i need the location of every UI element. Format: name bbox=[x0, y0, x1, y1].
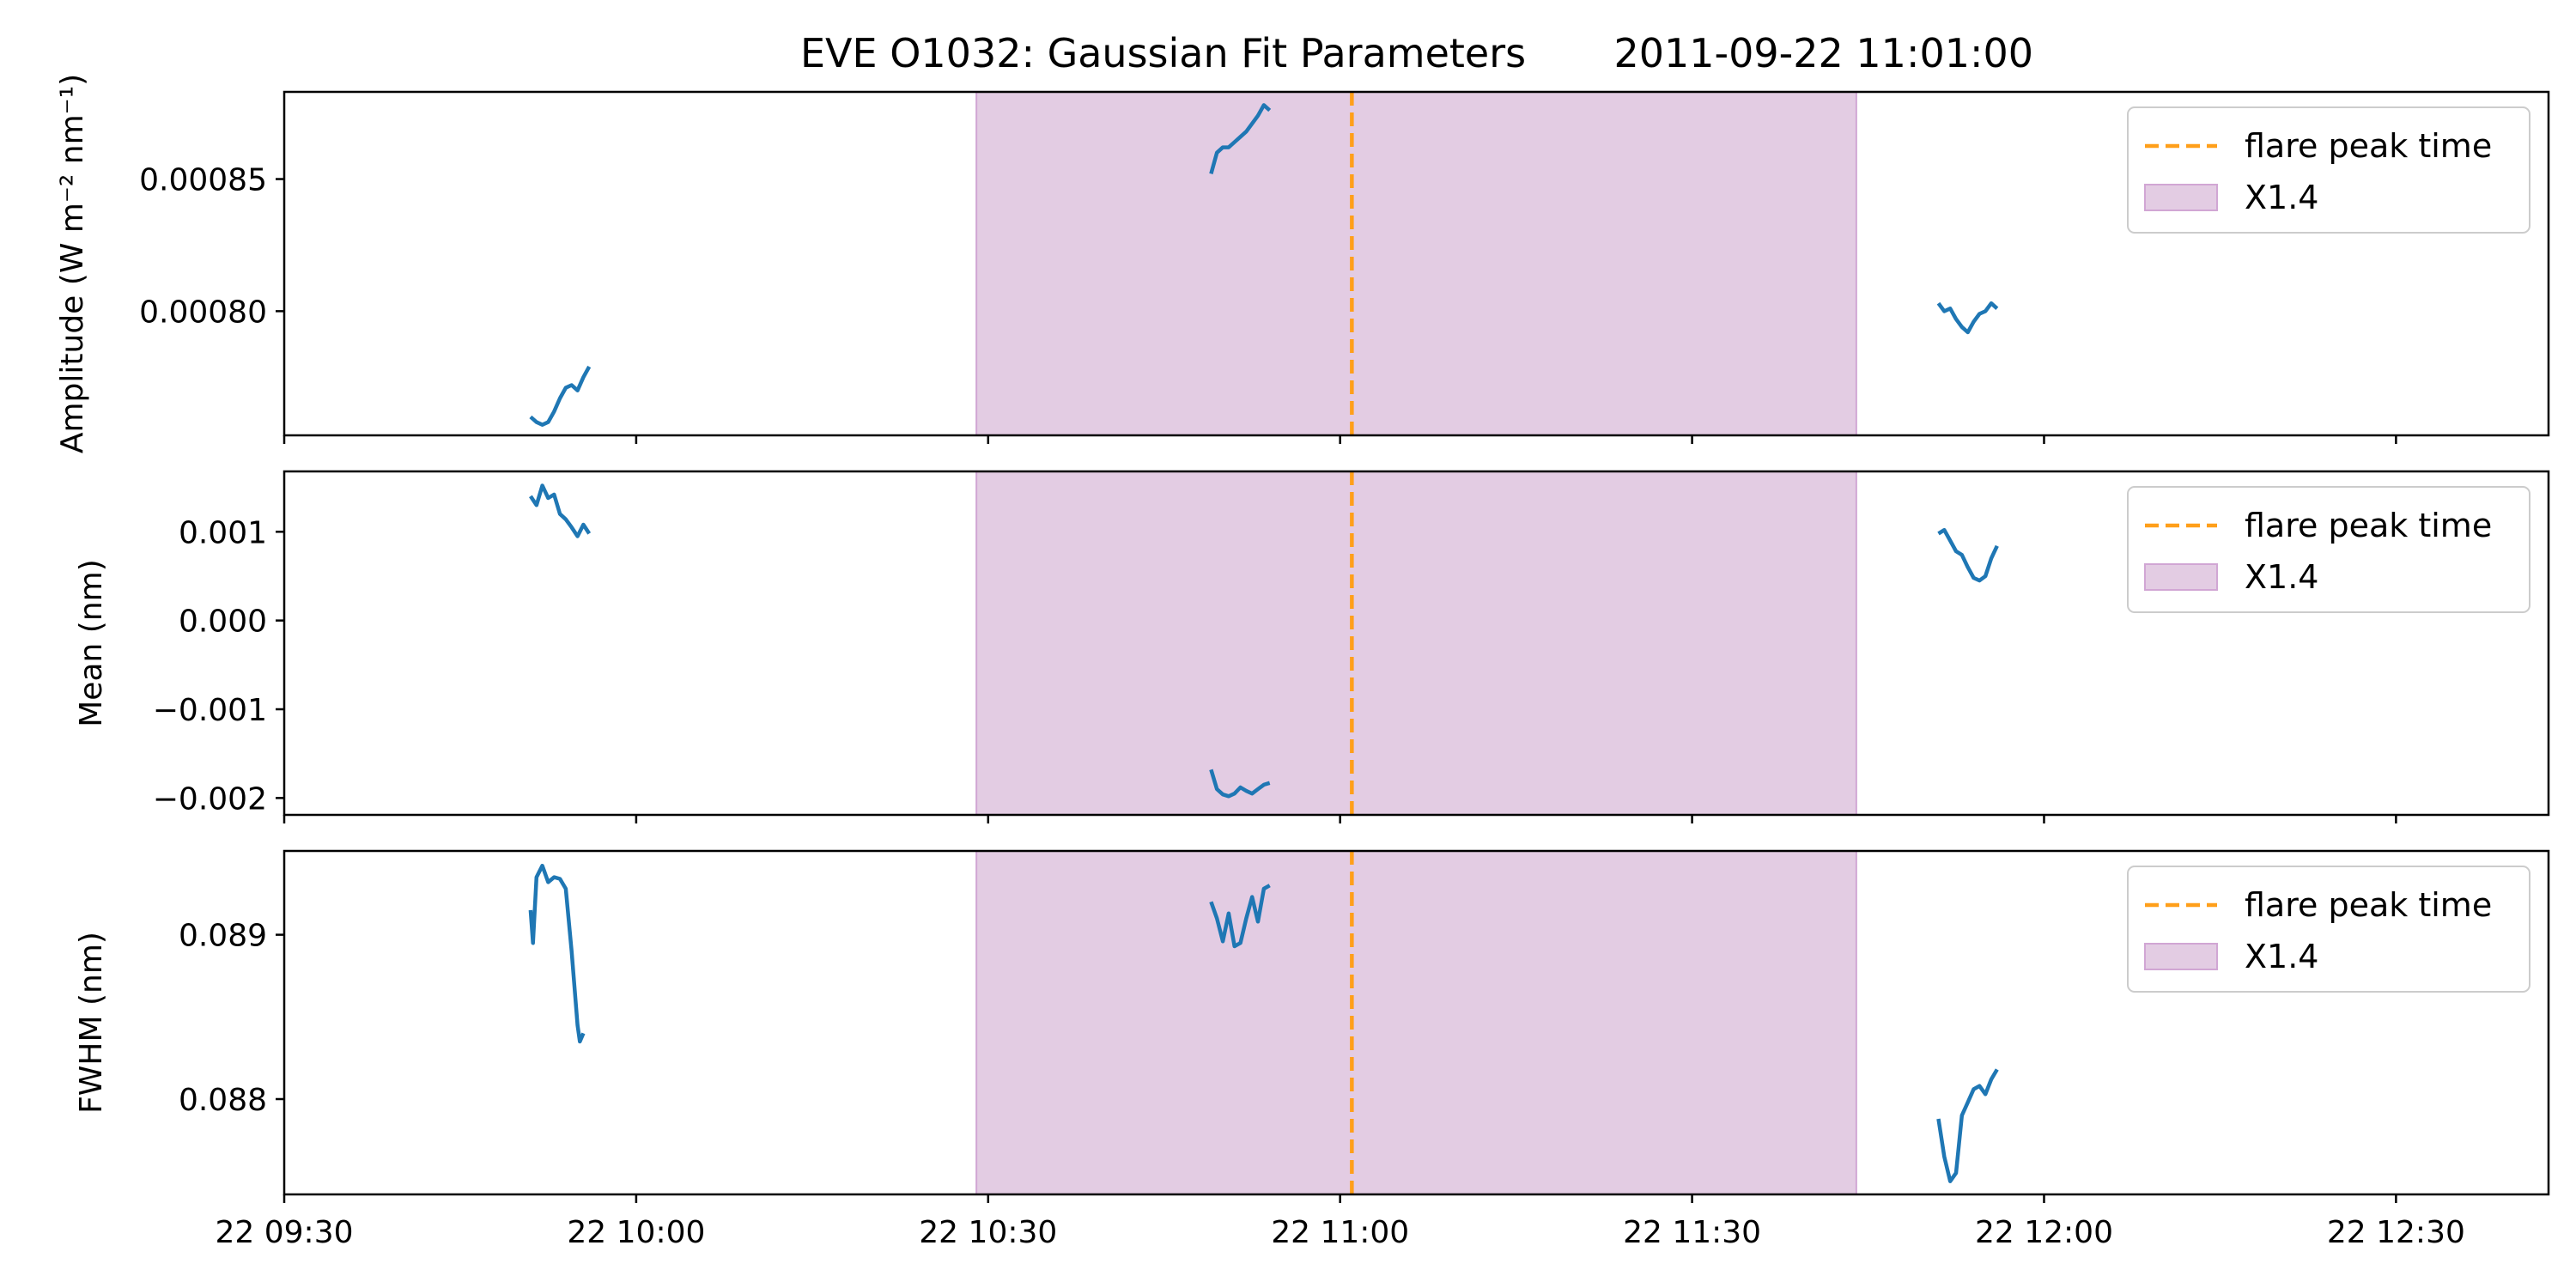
y-tick-label: 0.001 bbox=[179, 515, 267, 550]
legend-flare-label: flare peak time bbox=[2245, 507, 2492, 544]
axes-frame bbox=[283, 90, 2550, 437]
x-tick-label: 22 11:00 bbox=[1271, 1215, 1409, 1250]
y-tick-label: 0.00080 bbox=[139, 295, 267, 330]
fwhm-panel: 0.088 0.089 FWHM (nm) 22 09:30 22 10:00 22 10… bbox=[74, 849, 2550, 1250]
flare-band bbox=[975, 471, 1857, 816]
y-tick-label: −0.002 bbox=[153, 781, 267, 817]
series-line-0 bbox=[529, 365, 592, 427]
series-line-0 bbox=[528, 863, 586, 1044]
flare-band bbox=[975, 850, 1857, 1195]
mean-panel: −0.002 −0.001 0.000 0.001 Mean (nm) flare pea… bbox=[74, 470, 2550, 823]
legend-band-swatch bbox=[2144, 184, 2218, 211]
axes-frame bbox=[283, 849, 2550, 1196]
y-axis-label: Amplitude (W m⁻² nm⁻¹) bbox=[55, 74, 90, 453]
series-line-2 bbox=[1936, 1068, 1999, 1183]
legend: flare peak time X1.4 bbox=[2127, 866, 2530, 993]
x-tick-label: 22 12:00 bbox=[1975, 1215, 2113, 1250]
legend-frame bbox=[2127, 866, 2530, 993]
x-tick-label: 22 10:30 bbox=[919, 1215, 1057, 1250]
flare-band bbox=[975, 91, 1857, 436]
axes-frame bbox=[283, 470, 2550, 817]
x-tick-label: 22 09:30 bbox=[216, 1215, 354, 1250]
series-line-1 bbox=[1209, 769, 1271, 799]
y-tick-label: −0.001 bbox=[153, 693, 267, 728]
y-tick-label: 0.089 bbox=[179, 919, 267, 954]
series-line-1 bbox=[1209, 884, 1271, 949]
series-line-0 bbox=[529, 483, 592, 538]
y-tick-label: 0.00085 bbox=[139, 163, 267, 198]
x-tick-label: 22 10:00 bbox=[567, 1215, 705, 1250]
legend-flare-label: flare peak time bbox=[2245, 127, 2492, 165]
legend-frame bbox=[2127, 106, 2530, 234]
legend-frame bbox=[2127, 486, 2530, 613]
y-tick-label: 0.000 bbox=[179, 605, 267, 640]
amplitude-panel: 0.00080 0.00085 Amplitude (W m⁻² nm⁻¹) flar… bbox=[55, 74, 2550, 453]
y-axis-label: Mean (nm) bbox=[74, 559, 109, 727]
legend-flare-label: flare peak time bbox=[2245, 886, 2492, 924]
y-tick-label: 0.088 bbox=[179, 1083, 267, 1118]
legend: flare peak time X1.4 bbox=[2127, 486, 2530, 613]
legend: flare peak time X1.4 bbox=[2127, 106, 2530, 234]
y-axis-label: FWHM (nm) bbox=[74, 932, 109, 1114]
x-tick-label: 22 12:30 bbox=[2327, 1215, 2465, 1250]
legend-band-label: X1.4 bbox=[2245, 938, 2318, 975]
legend-band-swatch bbox=[2144, 943, 2218, 970]
series-line-2 bbox=[1937, 527, 1999, 583]
legend-band-label: X1.4 bbox=[2245, 558, 2318, 596]
series-line-1 bbox=[1209, 103, 1272, 174]
legend-band-swatch bbox=[2144, 563, 2218, 591]
series-line-2 bbox=[1936, 301, 1999, 335]
legend-band-label: X1.4 bbox=[2245, 179, 2318, 216]
chart-title: EVE O1032: Gaussian Fit Parameters 2011-… bbox=[800, 30, 2033, 76]
x-tick-label: 22 11:30 bbox=[1623, 1215, 1761, 1250]
